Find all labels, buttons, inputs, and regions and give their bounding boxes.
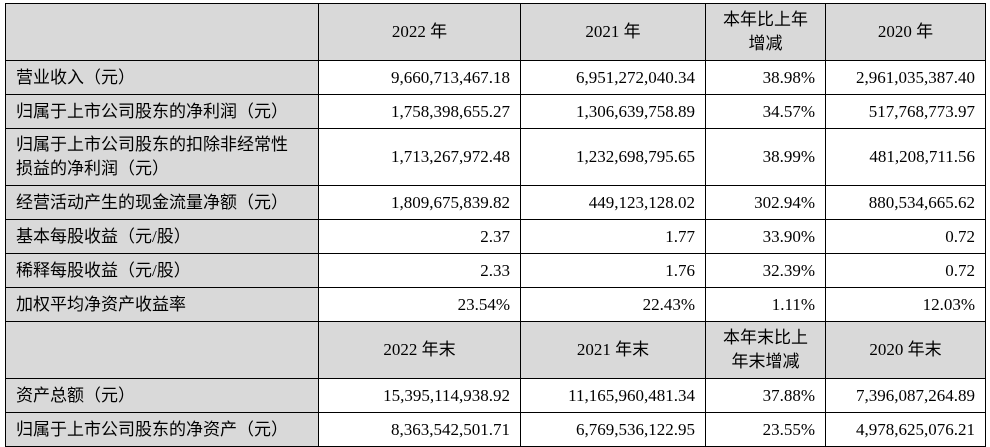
- empty-corner-cell: [5, 321, 319, 379]
- value-cell: 517,768,773.97: [825, 94, 986, 129]
- table-row: 归属于上市公司股东的净资产（元） 8,363,542,501.71 6,769,53…: [5, 412, 986, 447]
- value-cell: 15,395,114,938.92: [318, 378, 521, 413]
- column-header: 本年比上年增减: [705, 3, 826, 61]
- table-row: 营业收入（元） 9,660,713,467.18 6,951,272,040.34 3…: [5, 60, 986, 95]
- table-row: 归属于上市公司股东的扣除非经常性损益的净利润（元） 1,713,267,972.4…: [5, 128, 986, 186]
- column-header: 2021 年: [520, 3, 706, 61]
- row-label: 经营活动产生的现金流量净额（元）: [5, 185, 319, 220]
- value-cell: 23.55%: [705, 412, 826, 447]
- value-cell: 1,713,267,972.48: [318, 128, 521, 186]
- value-cell: 1.11%: [705, 287, 826, 322]
- financial-highlights-table: 2022 年 2021 年本年比上年增减 2020 年营业收入（元） 9,660,71…: [5, 3, 986, 447]
- value-cell: 32.39%: [705, 253, 826, 288]
- value-cell: 1.77: [520, 219, 706, 254]
- value-cell: 38.99%: [705, 128, 826, 186]
- value-cell: 9,660,713,467.18: [318, 60, 521, 95]
- value-cell: 1,232,698,795.65: [520, 128, 706, 186]
- value-cell: 0.72: [825, 219, 986, 254]
- value-cell: 2.33: [318, 253, 521, 288]
- empty-corner-cell: [5, 3, 319, 61]
- table-row: 经营活动产生的现金流量净额（元） 1,809,675,839.82 449,123,…: [5, 185, 986, 220]
- section-header-row: 2022 年末 2021 年末 本年末比上年末增减 2020 年末: [5, 321, 986, 379]
- value-cell: 302.94%: [705, 185, 826, 220]
- table-row: 稀释每股收益（元/股） 2.33 1.76 32.39% 0.72: [5, 253, 986, 288]
- row-label: 基本每股收益（元/股）: [5, 219, 319, 254]
- column-header: 2021 年末: [520, 321, 706, 379]
- value-cell: 1,758,398,655.27: [318, 94, 521, 129]
- value-cell: 1,809,675,839.82: [318, 185, 521, 220]
- value-cell: 37.88%: [705, 378, 826, 413]
- value-cell: 22.43%: [520, 287, 706, 322]
- table-row: 归属于上市公司股东的净利润（元） 1,758,398,655.27 1,306,63…: [5, 94, 986, 129]
- value-cell: 33.90%: [705, 219, 826, 254]
- table-row: 加权平均净资产收益率 23.54% 22.43% 1.11% 12.03%: [5, 287, 986, 322]
- row-label: 归属于上市公司股东的净利润（元）: [5, 94, 319, 129]
- value-cell: 23.54%: [318, 287, 521, 322]
- value-cell: 2,961,035,387.40: [825, 60, 986, 95]
- row-label: 加权平均净资产收益率: [5, 287, 319, 322]
- value-cell: 1.76: [520, 253, 706, 288]
- column-header: 本年末比上年末增减: [705, 321, 826, 379]
- value-cell: 34.57%: [705, 94, 826, 129]
- row-label: 归属于上市公司股东的扣除非经常性损益的净利润（元）: [5, 128, 319, 186]
- value-cell: 11,165,960,481.34: [520, 378, 706, 413]
- row-label: 稀释每股收益（元/股）: [5, 253, 319, 288]
- section-header-row: 2022 年 2021 年本年比上年增减 2020 年: [5, 3, 986, 61]
- value-cell: 6,951,272,040.34: [520, 60, 706, 95]
- table-row: 基本每股收益（元/股） 2.37 1.77 33.90% 0.72: [5, 219, 986, 254]
- value-cell: 7,396,087,264.89: [825, 378, 986, 413]
- value-cell: 481,208,711.56: [825, 128, 986, 186]
- table-row: 资产总额（元） 15,395,114,938.92 11,165,960,481.3…: [5, 378, 986, 413]
- value-cell: 4,978,625,076.21: [825, 412, 986, 447]
- row-label: 营业收入（元）: [5, 60, 319, 95]
- value-cell: 8,363,542,501.71: [318, 412, 521, 447]
- column-header: 2022 年末: [318, 321, 521, 379]
- value-cell: 6,769,536,122.95: [520, 412, 706, 447]
- row-label: 归属于上市公司股东的净资产（元）: [5, 412, 319, 447]
- row-label: 资产总额（元）: [5, 378, 319, 413]
- table-body: 2022 年 2021 年本年比上年增减 2020 年营业收入（元） 9,660,71…: [5, 3, 986, 447]
- column-header: 2020 年末: [825, 321, 986, 379]
- value-cell: 0.72: [825, 253, 986, 288]
- column-header: 2022 年: [318, 3, 521, 61]
- value-cell: 12.03%: [825, 287, 986, 322]
- value-cell: 449,123,128.02: [520, 185, 706, 220]
- value-cell: 2.37: [318, 219, 521, 254]
- value-cell: 880,534,665.62: [825, 185, 986, 220]
- column-header: 2020 年: [825, 3, 986, 61]
- value-cell: 1,306,639,758.89: [520, 94, 706, 129]
- report-page: 2022 年 2021 年本年比上年增减 2020 年营业收入（元） 9,660,71…: [5, 3, 986, 447]
- value-cell: 38.98%: [705, 60, 826, 95]
